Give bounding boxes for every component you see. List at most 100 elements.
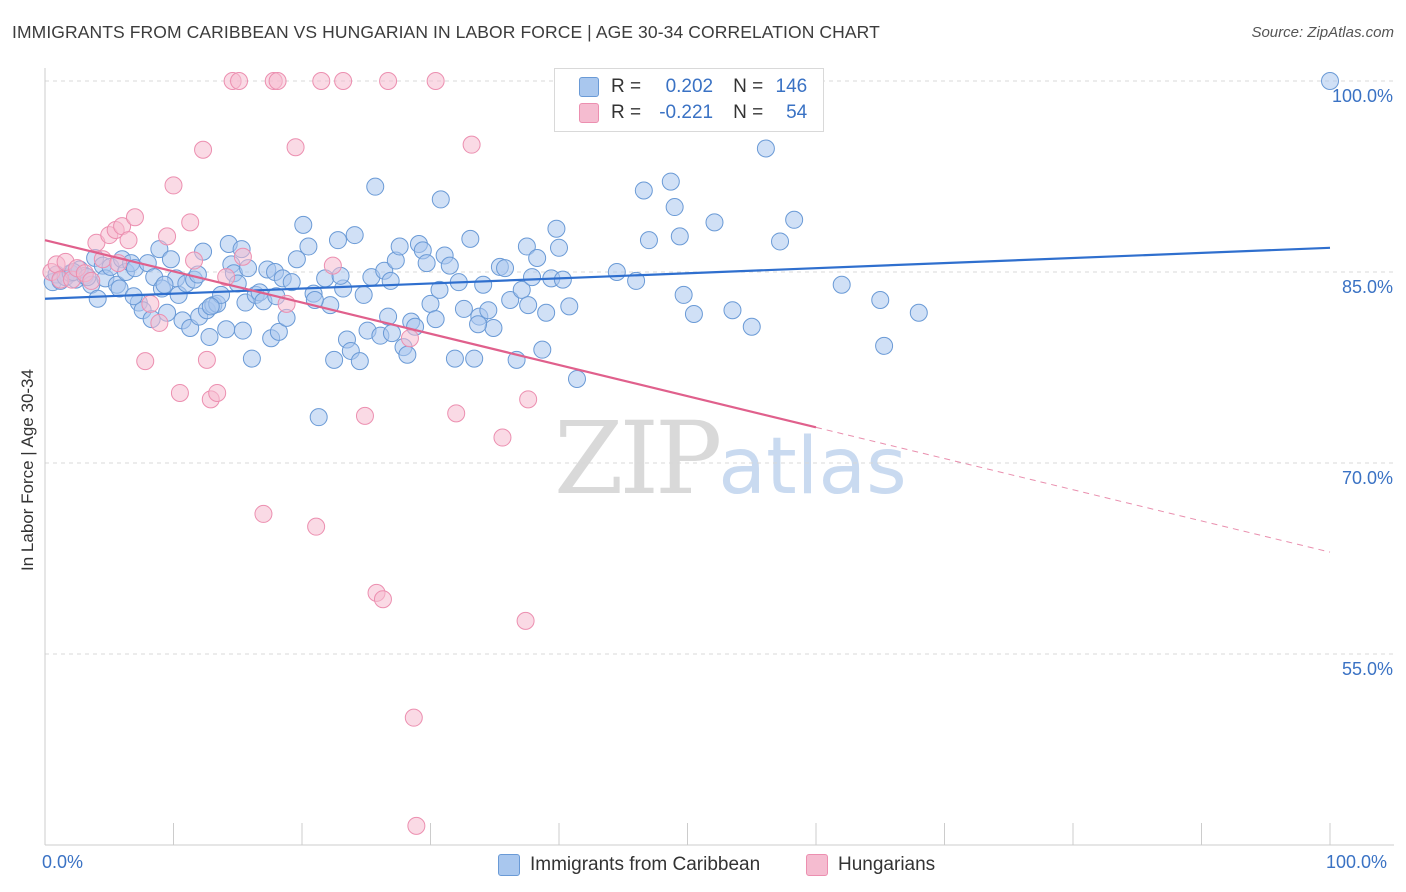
hungarian-point (312, 72, 331, 90)
caribbean-point (217, 320, 236, 339)
hungarian-point (185, 251, 204, 270)
hungarian-point (400, 329, 419, 348)
y-axis-label: In Labor Force | Age 30-34 (18, 369, 37, 571)
y-tick-label-55: 55.0% (1341, 659, 1393, 679)
caribbean-point (523, 268, 542, 287)
hungarian-point (194, 140, 213, 159)
hungarian-point (447, 404, 466, 423)
source-credit: Source: ZipAtlas.com (1251, 24, 1394, 41)
caribbean-point (519, 296, 538, 315)
caribbean-point (528, 248, 547, 267)
hungarian-point (462, 135, 481, 154)
hungarian-point (170, 383, 189, 402)
hungarian-point (125, 208, 144, 227)
bottom-legend-label-hungarian: Hungarians (838, 854, 936, 875)
legend-swatch-caribbean (579, 77, 599, 97)
caribbean-point (454, 299, 473, 318)
hungarian-point (217, 268, 236, 287)
hungarian-point (516, 611, 535, 630)
caribbean-point (350, 352, 369, 371)
caribbean-point (909, 303, 928, 322)
hungarian-point (208, 383, 227, 402)
caribbean-point (88, 289, 107, 308)
hungarian-point (334, 72, 353, 90)
caribbean-point (665, 198, 684, 217)
legend-n-value: 146 (775, 76, 808, 97)
watermark-zip: ZIP (554, 400, 722, 517)
caribbean-point (200, 327, 219, 346)
x-tick-label-min: 0.0% (42, 852, 84, 872)
y-tick-label-85: 85.0% (1341, 277, 1393, 297)
hungarian-point (82, 271, 101, 290)
bottom-legend-label-caribbean: Immigrants from Caribbean (530, 854, 761, 875)
y-tick-label-70: 70.0% (1341, 468, 1393, 488)
caribbean-point (417, 254, 436, 273)
caribbean-point (474, 275, 493, 294)
legend-r-label: R = (611, 102, 642, 123)
hungarian-point (493, 428, 512, 447)
caribbean-point (705, 213, 724, 232)
watermark: ZIPatlas (554, 400, 907, 517)
hungarian-point (158, 227, 177, 246)
caribbean-point (1321, 72, 1339, 90)
caribbean-point (426, 310, 445, 329)
hungarian-point (164, 176, 183, 195)
caribbean-point (354, 285, 373, 304)
axes (44, 68, 1394, 846)
watermark-atlas: atlas (718, 422, 907, 512)
caribbean-point (345, 226, 364, 245)
caribbean-point (398, 345, 417, 364)
caribbean-point (282, 273, 301, 292)
caribbean-point (233, 321, 252, 340)
caribbean-point (684, 305, 703, 324)
caribbean-point (674, 285, 693, 304)
caribbean-points (43, 72, 1339, 427)
hungarian-point (407, 816, 426, 835)
legend-n-label: N = (733, 102, 764, 123)
bottom-legend-hungarian: Hungarians (806, 852, 935, 878)
hungarian-point (519, 390, 538, 409)
caribbean-point (550, 238, 568, 257)
caribbean-trend-line (44, 246, 1331, 300)
caribbean-point (634, 181, 653, 200)
caribbean-point (567, 369, 586, 388)
hungarian-point (307, 517, 326, 536)
hungarian-point (119, 231, 138, 250)
chart-title: IMMIGRANTS FROM CARIBBEAN VS HUNGARIAN I… (12, 22, 880, 42)
hungarian-point (404, 708, 423, 727)
caribbean-point (501, 291, 520, 310)
caribbean-point (533, 340, 552, 359)
hungarian-point (136, 352, 155, 371)
hungarian-point (355, 406, 374, 425)
caribbean-point (155, 275, 174, 294)
caribbean-point (325, 350, 344, 369)
caribbean-point (496, 259, 515, 278)
caribbean-point (832, 275, 851, 294)
caribbean-point (287, 250, 306, 269)
caribbean-point (469, 315, 488, 334)
hungarian-point (197, 350, 216, 369)
hungarian-point (323, 256, 342, 275)
caribbean-point (390, 237, 409, 256)
caribbean-point (670, 227, 689, 246)
legend-r-value: -0.221 (659, 102, 714, 123)
caribbean-point (465, 349, 484, 368)
bottom-legend-swatch-hungarian (806, 854, 828, 876)
caribbean-point (445, 349, 464, 368)
caribbean-point (871, 291, 890, 310)
caribbean-point (366, 177, 385, 196)
grid-lines (45, 80, 1394, 655)
caribbean-point (723, 301, 742, 320)
hungarian-point (286, 138, 305, 157)
hungarian-point (230, 72, 249, 90)
caribbean-point (875, 336, 894, 355)
x-tick-label-max: 100.0% (1326, 852, 1388, 872)
caribbean-point (639, 231, 658, 250)
caribbean-point (771, 232, 790, 251)
hungarian-trend-line (44, 239, 817, 429)
caribbean-point (299, 237, 318, 256)
hungarian-point (268, 72, 287, 90)
hungarian-point (150, 313, 169, 332)
caribbean-point (269, 322, 288, 341)
